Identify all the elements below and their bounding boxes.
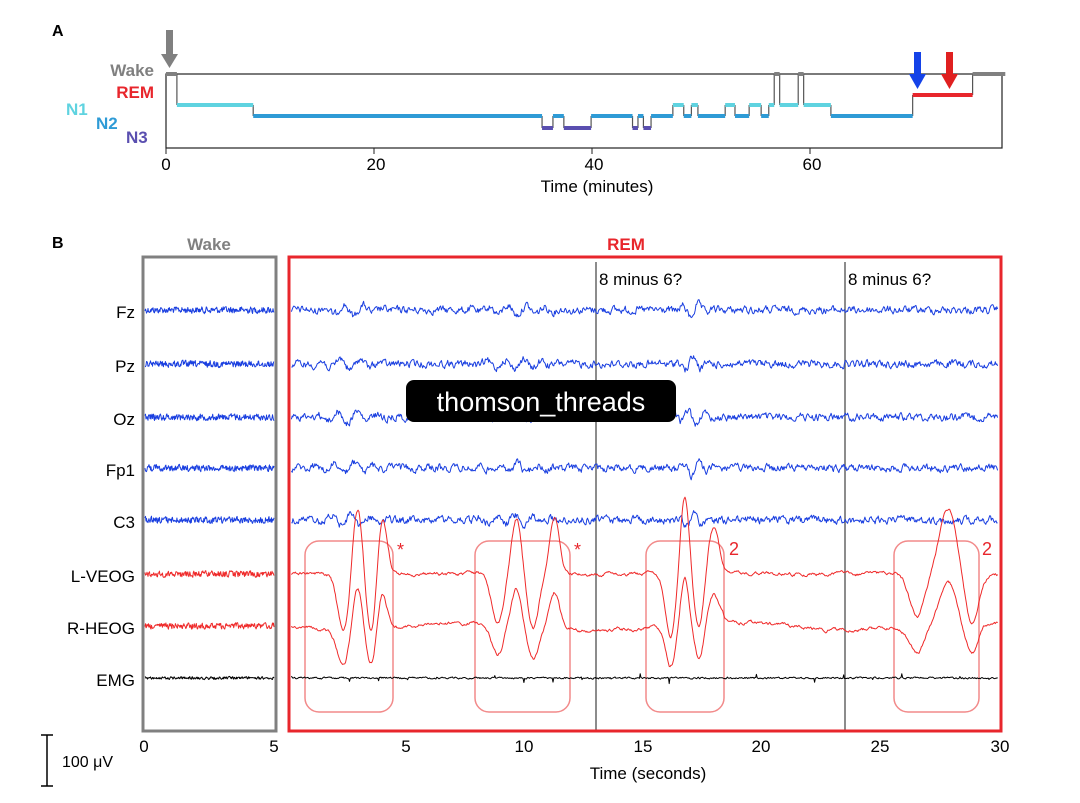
wake-panel-frame xyxy=(141,255,278,733)
rem-trace-fp1 xyxy=(290,458,999,481)
channel-label-pz: Pz xyxy=(115,357,135,376)
rem-tick-5: 5 xyxy=(401,737,410,756)
wake-x-axis: 0 5 xyxy=(139,737,278,756)
hypnogram-transitions xyxy=(176,74,974,128)
rem-trace-c3 xyxy=(291,510,998,529)
channel-labels: Fz Pz Oz Fp1 C3 L-VEOG R-HEOG EMG xyxy=(67,303,135,690)
hypno-tick-0: 0 xyxy=(161,155,170,174)
channel-label-emg: EMG xyxy=(96,671,135,690)
rem-trace-emg xyxy=(290,673,998,685)
wake-trace-oz xyxy=(144,413,275,422)
stage-label-rem: REM xyxy=(116,83,154,102)
wake-trace-fz xyxy=(144,306,275,315)
panel-b-letter: B xyxy=(52,235,64,252)
wake-trace-c3 xyxy=(144,515,275,524)
channel-label-oz: Oz xyxy=(113,410,135,429)
rem-tick-30: 30 xyxy=(991,737,1010,756)
annotation-star-1: * xyxy=(397,540,404,560)
scale-bar-label: 100 μV xyxy=(62,754,113,771)
channel-label-c3: C3 xyxy=(113,513,135,532)
wake-tick-5: 5 xyxy=(269,737,278,756)
signal-traces xyxy=(144,299,999,685)
rem-trace-r-heog xyxy=(290,576,998,668)
channel-label-fp1: Fp1 xyxy=(106,461,135,480)
scale-bar: 100 μV xyxy=(41,734,113,787)
annotation-star-2: * xyxy=(574,540,581,560)
rem-x-label: Time (seconds) xyxy=(590,764,707,783)
task-label-1: 8 minus 6? xyxy=(599,270,682,289)
stage-label-wake: Wake xyxy=(110,61,154,80)
wake-trace-pz xyxy=(144,359,275,369)
rem-tick-20: 20 xyxy=(752,737,771,756)
channel-label-fz: Fz xyxy=(116,303,135,322)
rem-tick-15: 15 xyxy=(634,737,653,756)
hypnogram-x-axis: 0 20 40 60 Time (minutes) xyxy=(161,148,821,196)
eye-movement-box-2 xyxy=(474,540,571,713)
hypno-tick-60: 60 xyxy=(803,155,822,174)
channel-label-r-heog: R-HEOG xyxy=(67,619,135,638)
rem-tick-10: 10 xyxy=(515,737,534,756)
rem-trace-l-veog xyxy=(291,496,999,639)
stage-label-n3: N3 xyxy=(126,128,148,147)
hypno-tick-40: 40 xyxy=(585,155,604,174)
hypno-tick-20: 20 xyxy=(367,155,386,174)
rem-panel-frame xyxy=(287,255,1003,733)
eye-movement-box-1 xyxy=(304,540,394,713)
watermark-text: thomson_threads xyxy=(437,387,646,417)
gray-marker-arrow xyxy=(161,30,178,68)
panel-a-letter: A xyxy=(52,23,64,40)
annotation-2-second: 2 xyxy=(982,539,992,559)
eye-movement-box-4 xyxy=(893,540,980,713)
annotation-2-first: 2 xyxy=(729,539,739,559)
wake-trace-fp1 xyxy=(144,463,275,473)
wake-panel-title: Wake xyxy=(187,235,231,254)
watermark: thomson_threads xyxy=(406,380,676,422)
wake-trace-r-heog xyxy=(144,622,275,630)
task-label-2: 8 minus 6? xyxy=(848,270,931,289)
rem-panel-title: REM xyxy=(607,235,645,254)
stage-label-n1: N1 xyxy=(66,100,88,119)
rem-tick-25: 25 xyxy=(871,737,890,756)
rem-trace-pz xyxy=(291,355,999,373)
wake-trace-emg xyxy=(144,675,275,681)
red-marker-arrow xyxy=(941,52,958,89)
rem-x-axis: 5 10 15 20 25 30 Time (seconds) xyxy=(401,737,1009,783)
channel-label-l-veog: L-VEOG xyxy=(71,567,135,586)
wake-tick-0: 0 xyxy=(139,737,148,756)
rem-trace-fz xyxy=(290,299,999,319)
wake-trace-l-veog xyxy=(144,570,275,578)
blue-marker-arrow xyxy=(909,52,926,89)
hypno-x-label: Time (minutes) xyxy=(541,177,654,196)
hypnogram-segments xyxy=(166,72,1006,130)
hypnogram-frame xyxy=(165,73,1003,149)
eye-movement-box-3 xyxy=(645,540,725,713)
stage-label-n2: N2 xyxy=(96,114,118,133)
